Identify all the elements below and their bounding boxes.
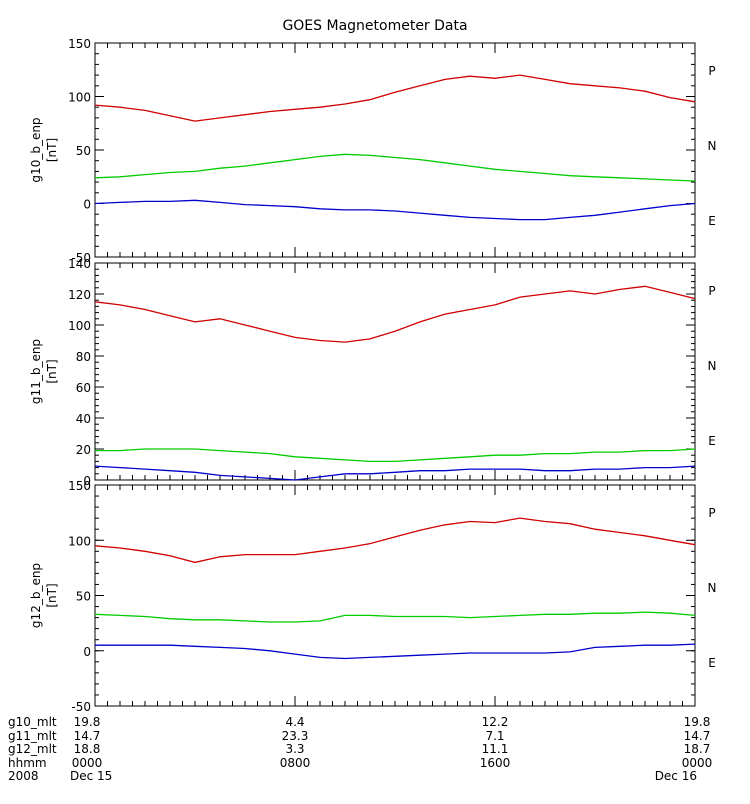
series-line-P <box>94 285 696 343</box>
legend-N: N <box>708 359 717 373</box>
x-tick-hhmm: 0000 <box>72 756 103 770</box>
y-tick-label: 50 <box>76 590 91 604</box>
x-tick-g10: 12.2 <box>482 715 509 729</box>
y-tick-label: 80 <box>76 350 91 364</box>
y-axis-label: g12_b_enp <box>29 563 43 628</box>
x-row-label: 2008 <box>8 769 39 783</box>
x-tick-g11: 14.7 <box>74 729 101 743</box>
y-axis-unit: [nT] <box>45 359 59 383</box>
series-line-N <box>94 611 696 623</box>
y-tick-label: 150 <box>68 37 91 51</box>
legend-P: P <box>708 506 715 520</box>
panel-frame-2 <box>94 262 696 481</box>
legend-E: E <box>708 214 716 228</box>
series-line-E <box>94 465 696 481</box>
y-tick-label: 100 <box>68 91 91 105</box>
x-tick-g11: 14.7 <box>684 729 711 743</box>
x-tick-date: Dec 15 <box>70 769 112 783</box>
y-axis-label: g11_b_enp <box>29 339 43 404</box>
x-tick-g12: 3.3 <box>285 742 304 756</box>
legend-N: N <box>708 581 717 595</box>
y-axis-label: g10_b_enp <box>29 117 43 182</box>
panel-frame-1 <box>94 42 696 258</box>
x-tick-g10: 19.8 <box>684 715 711 729</box>
x-row-label: g11_mlt <box>8 729 57 743</box>
y-tick-label: -50 <box>71 700 91 714</box>
legend-N: N <box>708 139 717 153</box>
legend-P: P <box>708 64 715 78</box>
y-tick-label: 0 <box>83 474 91 488</box>
y-tick-label: 0 <box>83 198 91 212</box>
x-tick-g12: 18.7 <box>684 742 711 756</box>
x-row-label: g12_mlt <box>8 742 57 756</box>
legend-E: E <box>708 656 716 670</box>
legend-E: E <box>708 434 716 448</box>
y-tick-label: 0 <box>83 645 91 659</box>
y-tick-label: 20 <box>76 443 91 457</box>
x-tick-g12: 18.8 <box>74 742 101 756</box>
series-line-N <box>94 153 696 182</box>
x-tick-hhmm: 0800 <box>280 756 311 770</box>
x-tick-hhmm: 0000 <box>682 756 713 770</box>
series-line-E <box>95 643 696 660</box>
x-tick-g12: 11.1 <box>482 742 509 756</box>
series-line-P <box>94 517 696 564</box>
x-tick-g11: 7.1 <box>485 729 504 743</box>
chart-title: GOES Magnetometer Data <box>282 18 467 34</box>
y-axis-unit: [nT] <box>45 138 59 162</box>
y-tick-label: 140 <box>68 257 91 271</box>
y-tick-label: 60 <box>76 381 91 395</box>
y-tick-label: 120 <box>68 288 91 302</box>
series-line-E <box>94 199 696 221</box>
y-tick-label: -50 <box>71 251 91 265</box>
x-row-label: g10_mlt <box>8 715 57 729</box>
x-row-label: hhmm <box>8 756 47 770</box>
y-tick-label: 50 <box>76 144 91 158</box>
x-tick-g11: 23.3 <box>282 729 309 743</box>
y-axis-unit: [nT] <box>45 583 59 607</box>
x-tick-g10: 19.8 <box>74 715 101 729</box>
legend-P: P <box>708 284 715 298</box>
y-tick-label: 100 <box>68 319 91 333</box>
series-line-P <box>94 74 696 122</box>
x-tick-hhmm: 1600 <box>480 756 511 770</box>
series-line-N <box>95 448 696 463</box>
x-tick-g10: 4.4 <box>285 715 304 729</box>
panel-frame-3 <box>94 484 696 707</box>
y-tick-label: 150 <box>68 479 91 493</box>
y-tick-label: 100 <box>68 534 91 548</box>
y-tick-label: 40 <box>76 412 91 426</box>
x-tick-date: Dec 16 <box>655 769 697 783</box>
